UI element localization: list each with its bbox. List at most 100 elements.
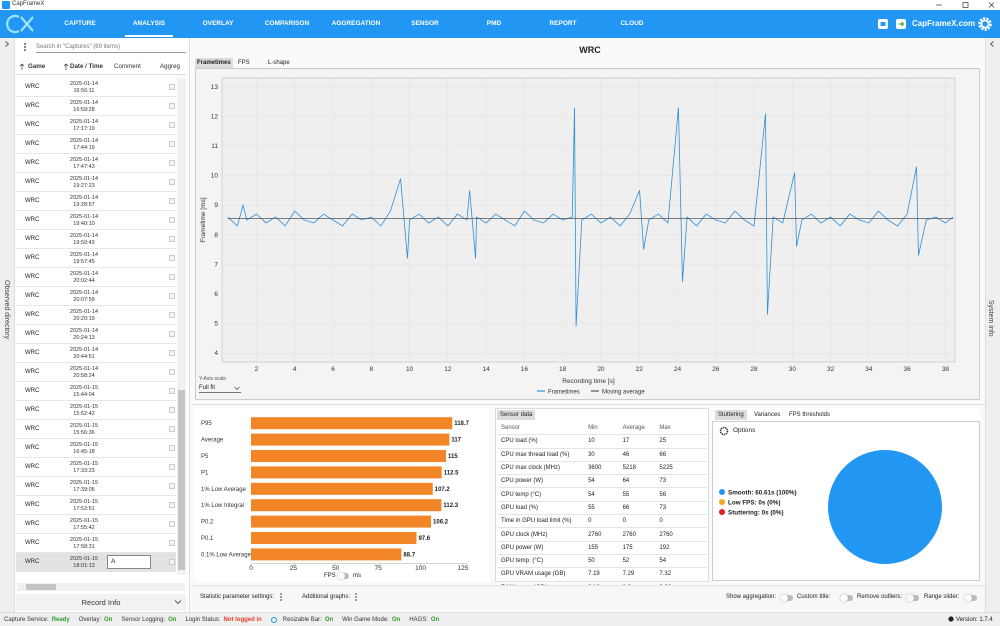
aggregate-checkbox[interactable] <box>169 255 175 261</box>
capture-row[interactable] <box>16 192 176 211</box>
capture-row[interactable] <box>16 230 176 249</box>
system-info-label[interactable]: System info <box>987 300 994 337</box>
nav-tab-underline <box>125 35 173 37</box>
comment-cell <box>110 518 148 530</box>
search-box[interactable]: Search in "Captures" (69 items) <box>36 42 186 53</box>
sensor-column-header: Min <box>585 422 620 436</box>
legend-label: Stuttering: 0s (0%) <box>728 509 784 516</box>
expand-left <box>5 41 10 47</box>
aggregate-checkbox[interactable] <box>169 122 175 128</box>
aggregate-checkbox[interactable] <box>169 502 175 508</box>
capture-row[interactable] <box>16 268 176 287</box>
aggregate-checkbox[interactable] <box>169 407 175 413</box>
time-cell: 19:28:57 <box>73 202 95 208</box>
value-label: 88.7 <box>403 552 415 558</box>
nav-tab[interactable]: CLOUD <box>620 20 644 27</box>
capture-row[interactable] <box>16 420 176 439</box>
aggregate-checkbox[interactable] <box>169 540 175 546</box>
aggregate-checkbox[interactable] <box>169 369 175 375</box>
aggregate-checkbox[interactable] <box>169 388 175 394</box>
time-cell: 18:01:13 <box>73 563 95 569</box>
column-header[interactable]: Comment <box>114 63 141 70</box>
stutter-tab[interactable]: Variances <box>754 412 781 418</box>
capture-row[interactable] <box>16 496 176 515</box>
capture-row[interactable] <box>16 249 176 268</box>
capture-row[interactable] <box>16 363 176 382</box>
date-cell: 2025-01-15 <box>69 404 99 410</box>
record-info-header[interactable]: Record Info <box>16 594 186 611</box>
capture-row[interactable] <box>16 401 176 420</box>
category-label: P95 <box>201 421 212 427</box>
aggregate-checkbox[interactable] <box>169 445 175 451</box>
graph-tab[interactable]: L-shape <box>268 60 290 66</box>
capture-row[interactable] <box>16 211 176 230</box>
capture-row[interactable] <box>16 78 176 97</box>
y-axis-scale-dropdown[interactable]: Full fit <box>199 383 241 393</box>
aggregate-checkbox[interactable] <box>169 350 175 356</box>
nav-tab[interactable]: OVERLAY <box>202 20 234 27</box>
capture-row[interactable] <box>16 382 176 401</box>
capture-row[interactable] <box>16 439 176 458</box>
time-cell: 15:52:42 <box>73 411 95 417</box>
capture-row[interactable] <box>16 306 176 325</box>
aggregate-checkbox[interactable] <box>169 198 175 204</box>
capture-row[interactable] <box>16 325 176 344</box>
capture-row[interactable] <box>16 97 176 116</box>
column-header[interactable]: Game <box>28 63 46 70</box>
sensor-tab[interactable]: Sensor data <box>497 410 536 420</box>
comment-input[interactable]: A <box>107 555 151 569</box>
aggregate-checkbox[interactable] <box>169 236 175 242</box>
time-cell: 16:59:28 <box>73 107 95 113</box>
menu-dot <box>24 43 26 45</box>
graph-tab[interactable]: FPS <box>238 60 250 66</box>
game-cell: WRC <box>25 103 40 109</box>
column-header[interactable]: Date / Time <box>70 63 103 70</box>
options-label[interactable]: Options <box>733 427 756 434</box>
aggregate-checkbox[interactable] <box>169 331 175 337</box>
aggregate-checkbox[interactable] <box>169 521 175 527</box>
capture-row[interactable] <box>16 458 176 477</box>
capture-row[interactable] <box>16 154 176 173</box>
sensor-row: CPU load (%) 10 17 25 <box>498 434 707 449</box>
vertical-scrollbar <box>177 78 186 575</box>
nav-tab[interactable]: ANALYSIS <box>132 20 166 27</box>
aggregate-checkbox[interactable] <box>169 312 175 318</box>
setting-menu <box>355 593 357 601</box>
nav-tab[interactable]: COMPARISON <box>264 20 310 27</box>
time-cell: 20:58:24 <box>73 373 95 379</box>
aggregate-checkbox[interactable] <box>169 160 175 166</box>
observed-directory-label[interactable]: Observed directory <box>3 280 10 340</box>
aggregate-checkbox[interactable] <box>169 84 175 90</box>
site-link[interactable]: CapFrameX.com <box>912 19 976 28</box>
nav-tab[interactable]: CAPTURE <box>64 20 96 27</box>
aggregate-checkbox[interactable] <box>169 483 175 489</box>
nav-tab[interactable]: AGGREGATION <box>331 20 381 27</box>
aggregate-checkbox[interactable] <box>169 464 175 470</box>
aggregate-checkbox[interactable] <box>169 426 175 432</box>
date-cell: 2025-01-15 <box>69 442 99 448</box>
bar <box>251 466 442 479</box>
capture-row[interactable] <box>16 287 176 306</box>
stutter-tab[interactable]: FPS thresholds <box>789 412 831 418</box>
aggregate-checkbox[interactable] <box>169 274 175 280</box>
aggregate-checkbox[interactable] <box>169 179 175 185</box>
aggregate-checkbox[interactable] <box>169 103 175 109</box>
capture-row[interactable] <box>16 173 176 192</box>
capture-row[interactable] <box>16 344 176 363</box>
aggregate-checkbox[interactable] <box>169 559 175 565</box>
graph-tab[interactable]: Frametimes <box>195 58 233 68</box>
aggregate-checkbox[interactable] <box>169 293 175 299</box>
nav-tab[interactable]: SENSOR <box>411 20 439 27</box>
stutter-tab[interactable]: Stuttering <box>715 410 747 420</box>
capture-row[interactable] <box>16 135 176 154</box>
nav-tab[interactable]: REPORT <box>549 20 577 27</box>
capture-row[interactable] <box>16 477 176 496</box>
aggregate-checkbox[interactable] <box>169 217 175 223</box>
nav-tab[interactable]: PMD <box>486 20 502 27</box>
column-header[interactable]: Aggreg <box>160 63 180 70</box>
capture-row[interactable] <box>16 116 176 135</box>
capture-row[interactable] <box>16 534 176 553</box>
aggregate-checkbox[interactable] <box>169 141 175 147</box>
value-label: 117 <box>451 438 461 444</box>
sensor-value: 54 <box>585 487 620 502</box>
